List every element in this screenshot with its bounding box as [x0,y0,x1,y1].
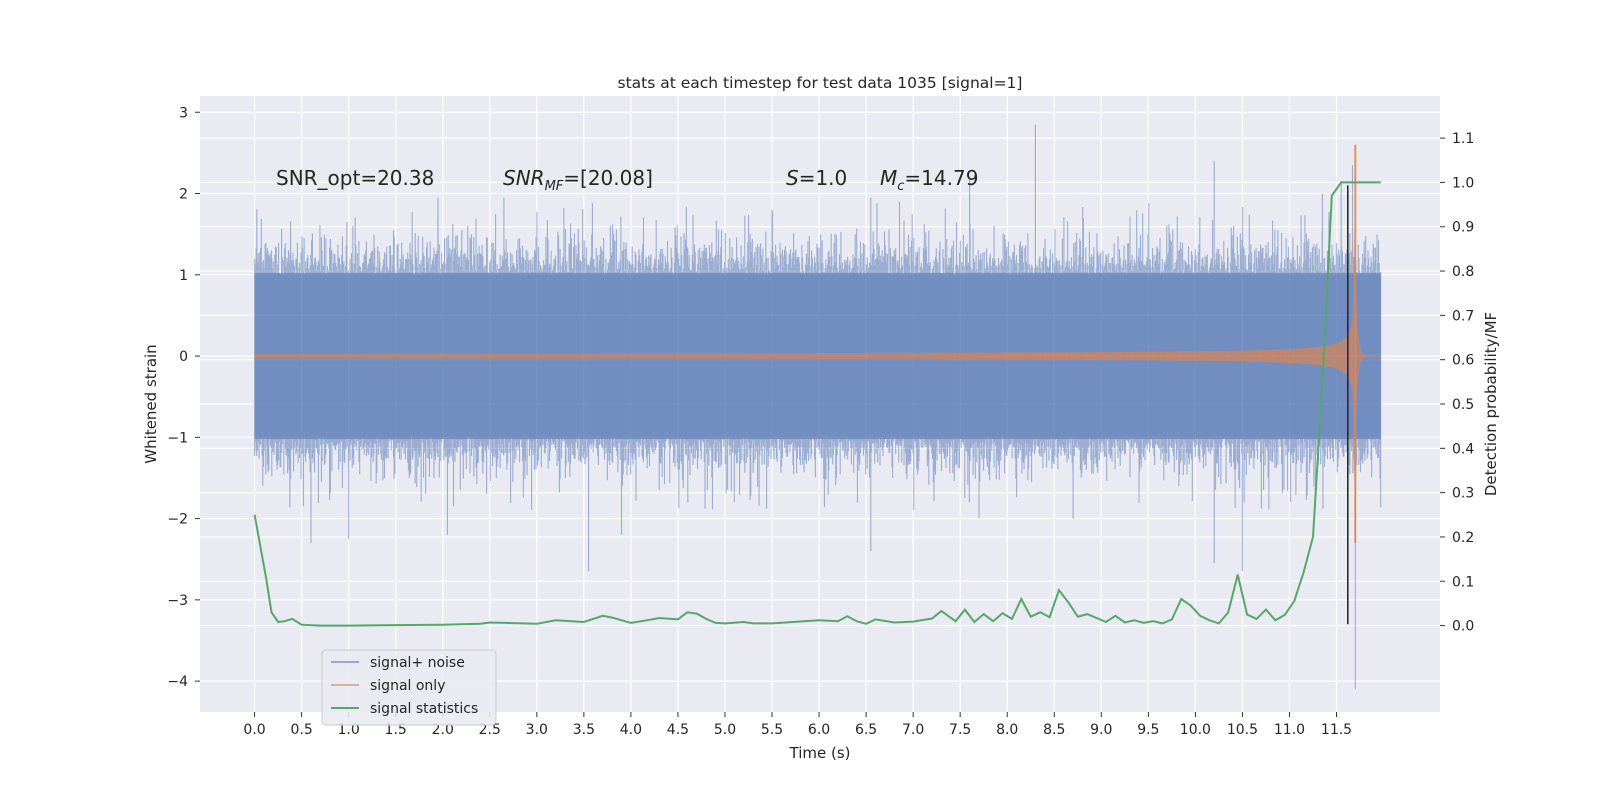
y-left-tick-label: −1 [167,430,188,446]
y-left-tick-label: 0 [179,349,188,365]
x-tick-label: 5.0 [714,722,736,738]
y-right-tick-label: 0.3 [1452,486,1474,502]
statistics-line [253,181,1381,627]
x-tick-label: 8.0 [996,722,1018,738]
chart-title: stats at each timestep for test data 103… [618,74,1023,92]
y-right-tick-label: 0.4 [1452,441,1474,457]
x-tick-label: 0.0 [243,722,265,738]
y-right-tick-label: 0.8 [1452,264,1474,280]
y-right-tick-label: 0.9 [1452,220,1474,236]
legend-box [321,649,497,726]
legend-label-signal-noise: signal+ noise [370,655,465,671]
x-tick-label: 7.5 [949,722,971,738]
x-tick-label: 1.0 [338,722,360,738]
annotation-snr-mf-main: SNR [503,166,545,190]
annotation-s: S=1.0 [786,166,847,190]
chirp-oscillation [931,323,1353,389]
y-left-tick-label: −3 [167,593,188,609]
x-tick-label: 10.0 [1180,722,1211,738]
signal-statistics-series [253,181,1381,627]
annotation-s-rest: =1.0 [799,166,848,190]
y-right-tick-label: 0.7 [1452,308,1474,324]
y-axis-right-label: Detection probability/MF [1482,312,1500,496]
annotation-s-main: S [786,166,799,190]
annotation-snr-opt: SNR_opt=20.38 [276,166,434,190]
x-tick-label: 4.5 [667,722,689,738]
x-tick-label: 3.0 [526,722,548,738]
y-left-tick-label: 2 [179,187,188,203]
y-right-tick-label: 0.6 [1452,353,1474,369]
x-tick-label: 1.5 [385,722,407,738]
y-left-tick-label: 3 [179,105,188,121]
y-left-tick-label: −2 [167,512,188,528]
x-tick-label: 0.5 [290,722,312,738]
y-left-tick-label: 1 [179,268,188,284]
y-left-tick-label: −4 [167,674,188,690]
x-tick-label: 11.5 [1321,722,1352,738]
legend-label-signal-statistics: signal statistics [370,701,478,717]
x-ticks: 0.0 0.5 1.0 1.5 2.0 2.5 3.0 3.5 4.0 4.5 5.0 5.5 6.0 6… [243,712,1352,738]
x-tick-label: 6.0 [808,722,830,738]
x-tick-label: 6.5 [855,722,877,738]
annotation-mc-sub: c [897,179,904,194]
x-tick-label: 5.5 [761,722,783,738]
x-tick-label: 10.5 [1227,722,1258,738]
x-tick-label: 9.0 [1090,722,1112,738]
y-right-ticks: 1.1 1.0 0.9 0.8 0.7 0.6 0.5 0.4 0.3 0.2 0.1 0.0 [1440,131,1474,635]
y-right-tick-label: 0.2 [1452,530,1474,546]
x-tick-label: 8.5 [1043,722,1065,738]
signal-only-series [254,144,1381,543]
y-left-ticks: 3 2 1 0 −1 −2 −3 −4 [167,105,200,690]
annotation-mc-rest: =14.79 [904,166,978,190]
annotation-snr-mf-sub: MF [545,179,564,194]
annotation-mc-main: M [880,166,897,190]
x-axis-label: Time (s) [789,744,851,762]
y-right-tick-label: 0.5 [1452,397,1474,413]
x-tick-label: 4.0 [620,722,642,738]
x-tick-label: 2.5 [479,722,501,738]
y-right-tick-label: 1.0 [1452,175,1474,191]
x-tick-label: 9.5 [1137,722,1159,738]
y-right-tick-label: 0.1 [1452,574,1474,590]
y-right-tick-label: 0.0 [1452,619,1474,635]
y-right-tick-label: 1.1 [1452,131,1474,147]
y-axis-left-label: Whitened strain [142,344,160,463]
x-tick-label: 3.5 [573,722,595,738]
x-tick-label: 7.0 [902,722,924,738]
annotation-mc: Mc=14.79 [880,166,978,194]
annotation-snr-mf: SNRMF=[20.08] [503,166,653,194]
x-tick-label: 2.0 [432,722,454,738]
legend-label-signal-only: signal only [370,678,445,694]
annotation-snr-mf-rest: =[20.08] [563,166,653,190]
x-tick-label: 11.0 [1274,722,1305,738]
legend: signal+ noise signal only signal statist… [321,649,497,726]
